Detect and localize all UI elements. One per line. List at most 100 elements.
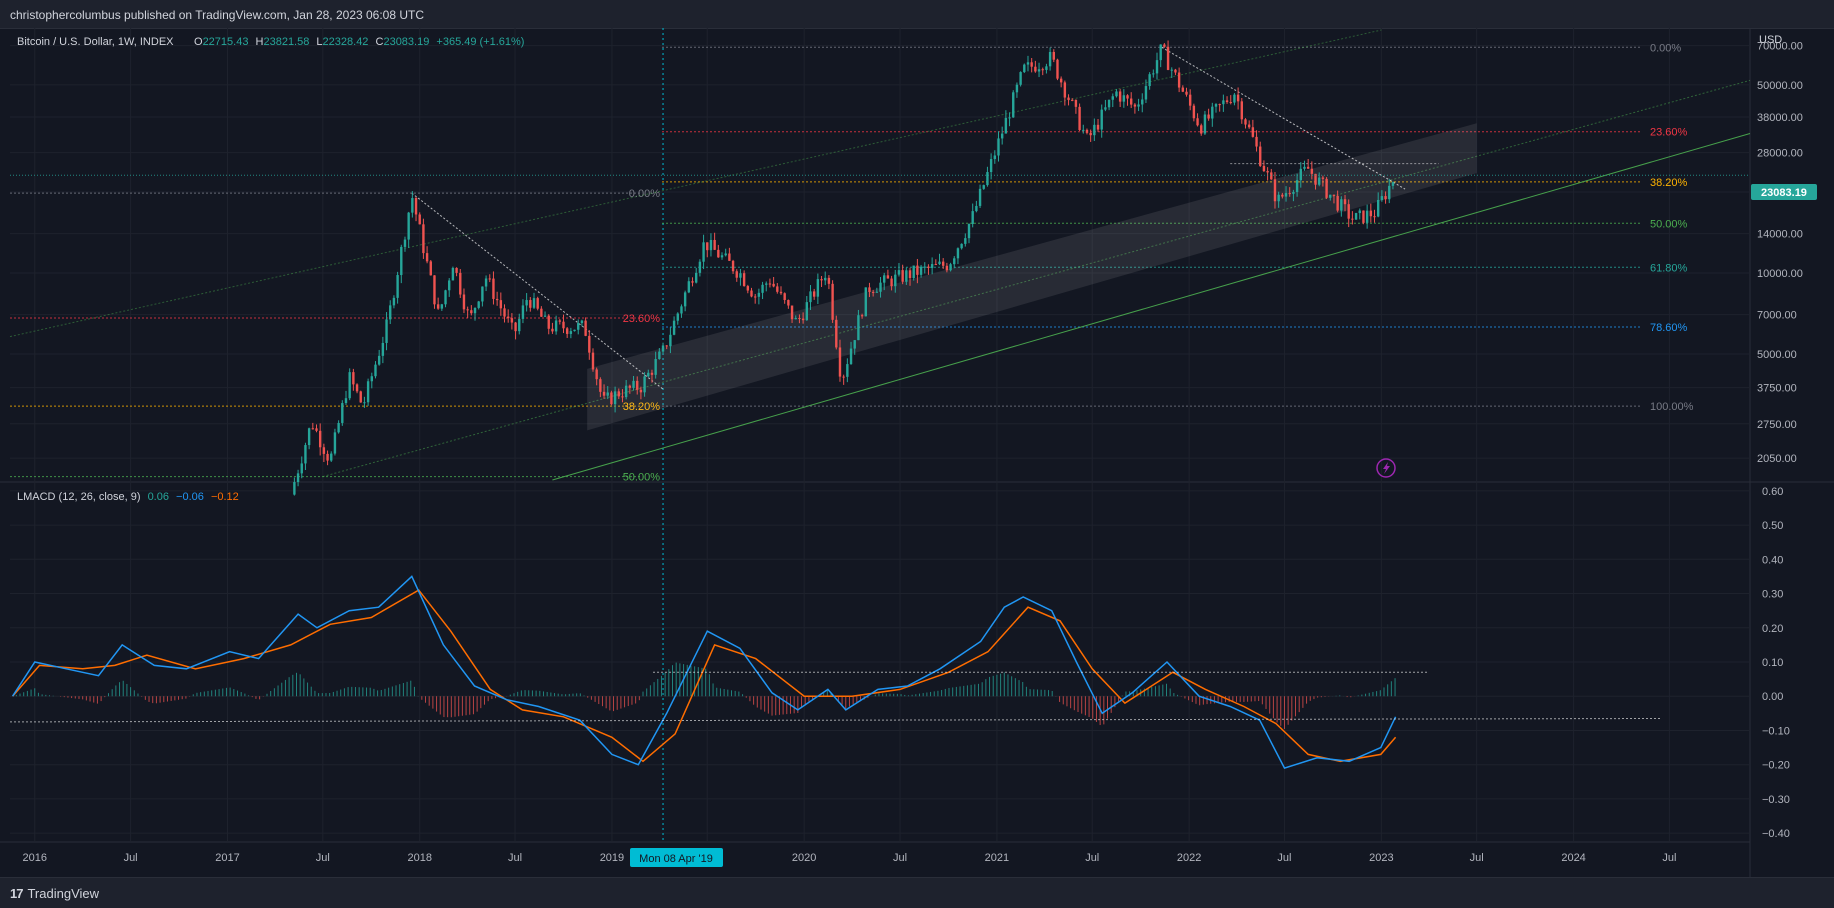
candle-body xyxy=(318,430,322,448)
time-tick-label: 2022 xyxy=(1177,852,1201,864)
candle-body xyxy=(307,428,311,446)
price-axis: 70000.0050000.0038000.0028000.0020000.00… xyxy=(23,41,1803,864)
macd-guide-lower xyxy=(9,717,1661,723)
candle-body xyxy=(1133,104,1137,107)
indicator-legend[interactable]: LMACD (12, 26, close, 9) 0.06 −0.06 −0.1… xyxy=(17,491,239,503)
candle-body xyxy=(1273,179,1277,202)
signal-line xyxy=(12,589,1397,763)
candle-body xyxy=(702,242,705,262)
candle-body xyxy=(871,291,875,293)
candle-body xyxy=(650,372,654,375)
candle-body xyxy=(330,453,333,461)
trendline-2022 xyxy=(1161,46,1406,190)
fib-level-label: 38.20% xyxy=(1650,177,1688,189)
time-tick-label: Jul xyxy=(1277,852,1291,864)
candle-body xyxy=(344,398,348,404)
candle-body xyxy=(794,317,797,320)
candle-body xyxy=(1170,69,1173,71)
candle-body xyxy=(1008,117,1011,119)
candle-body xyxy=(1004,117,1008,134)
candle-body xyxy=(661,345,665,352)
candle-body xyxy=(1019,72,1022,85)
candle-body xyxy=(820,279,823,281)
candle-body xyxy=(385,319,388,343)
candle-body xyxy=(779,291,783,294)
candle-body xyxy=(1207,114,1210,119)
candle-body xyxy=(1166,46,1170,70)
candle-body xyxy=(1118,91,1122,102)
candle-body xyxy=(1177,72,1181,88)
lightning-icon[interactable] xyxy=(1376,458,1396,478)
candle-body xyxy=(1329,194,1332,198)
candle-body xyxy=(422,224,425,254)
candle-body xyxy=(359,391,362,403)
candle-body xyxy=(540,308,543,317)
candle-body xyxy=(680,306,683,314)
candle-body xyxy=(768,283,772,285)
candle-body xyxy=(466,309,469,311)
candle-body xyxy=(816,279,820,297)
fib-level-label: 0.00% xyxy=(629,188,660,200)
cursor-date-badge xyxy=(630,848,723,867)
candle-body xyxy=(835,319,838,348)
candle-body xyxy=(945,265,949,271)
candle-body xyxy=(396,275,399,298)
candle-body xyxy=(875,291,879,293)
tradingview-logo[interactable]: 17 TradingView xyxy=(10,886,99,901)
candle-body xyxy=(838,347,842,377)
candle-body xyxy=(1181,87,1185,92)
candle-body xyxy=(842,376,845,378)
price-tick-label: 50000.00 xyxy=(1757,80,1803,92)
candle-body xyxy=(1222,100,1225,105)
header-bar: christophercolumbus published on Trading… xyxy=(0,0,1834,29)
time-tick-label: 2018 xyxy=(407,852,431,864)
candle-body xyxy=(370,376,373,382)
candle-body xyxy=(1211,106,1214,119)
candle-body xyxy=(761,284,764,293)
candle-body xyxy=(1137,104,1140,107)
candle-body xyxy=(956,248,960,259)
candle-body xyxy=(790,305,794,320)
candle-body xyxy=(492,278,495,299)
candle-body xyxy=(1122,95,1126,102)
channel-lower-line xyxy=(552,132,1751,481)
candle-body xyxy=(989,159,993,173)
candle-body xyxy=(997,138,1000,156)
candle-body xyxy=(1030,62,1033,67)
symbol-title[interactable]: Bitcoin / U.S. Dollar, 1W, INDEX xyxy=(17,36,174,48)
candle-body xyxy=(805,302,808,321)
candle-body xyxy=(624,385,628,398)
candle-body xyxy=(381,342,385,356)
candle-body xyxy=(919,266,923,275)
candle-body xyxy=(1148,74,1151,87)
candle-body xyxy=(864,287,867,317)
candle-body xyxy=(672,320,676,335)
chart-canvas[interactable]: 0.00% 23.60% 38.20% 50.00% 0.00% 23.60% 38.20%… xyxy=(0,0,1834,877)
candle-body xyxy=(853,340,856,349)
candle-body xyxy=(934,264,938,266)
candle-body xyxy=(377,355,381,365)
candle-body xyxy=(599,379,602,392)
candle-body xyxy=(337,422,340,433)
candle-body xyxy=(927,266,930,268)
candle-body xyxy=(879,282,882,292)
candle-body xyxy=(742,273,746,287)
macd-tick-label: 0.50 xyxy=(1762,520,1783,532)
macd-tick-label: −0.40 xyxy=(1762,828,1790,840)
fib-level-label: 0.00% xyxy=(1650,42,1681,54)
candle-body xyxy=(1318,177,1321,185)
price-tick-label: 10000.00 xyxy=(1757,268,1803,280)
candle-body xyxy=(488,278,491,280)
candle-body xyxy=(462,294,466,310)
candle-body xyxy=(1321,177,1325,179)
time-tick-label: 2020 xyxy=(792,852,816,864)
candle-body xyxy=(521,305,525,319)
price-tick-label: 14000.00 xyxy=(1757,229,1803,241)
candle-body xyxy=(1270,172,1273,180)
candle-body xyxy=(565,328,569,334)
candle-body xyxy=(569,331,573,334)
candle-body xyxy=(311,428,315,430)
candle-body xyxy=(827,277,831,284)
candle-body xyxy=(363,402,366,404)
candle-body xyxy=(1388,185,1391,200)
